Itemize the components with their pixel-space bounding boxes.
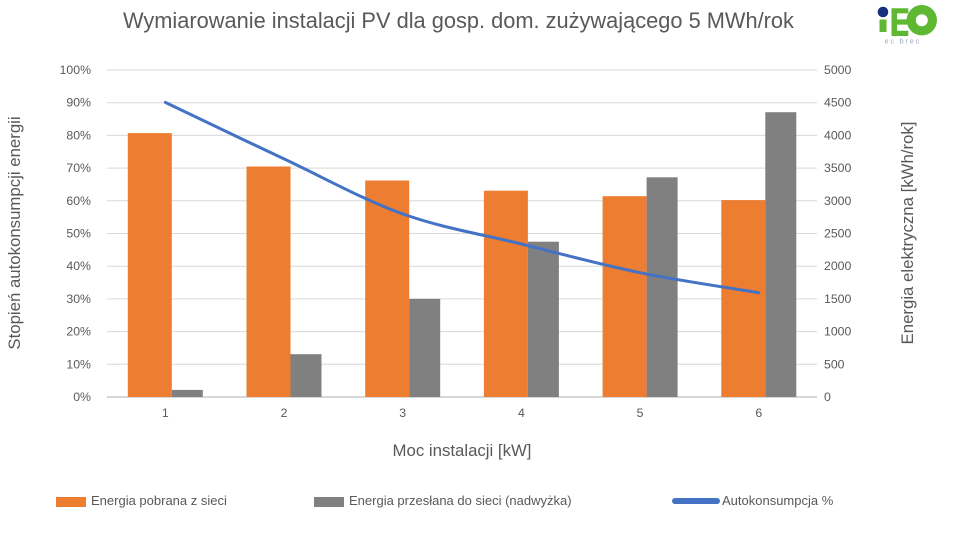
svg-text:Moc instalacji [kW]: Moc instalacji [kW] [393,441,532,460]
svg-text:Energia pobrana z sieci: Energia pobrana z sieci [91,493,227,508]
svg-text:4500: 4500 [824,96,852,110]
svg-text:4000: 4000 [824,128,852,142]
svg-text:60%: 60% [66,194,91,208]
svg-text:Stopień autokonsumpcji energii: Stopień autokonsumpcji energii [5,116,24,349]
svg-text:50%: 50% [66,227,91,241]
svg-text:40%: 40% [66,259,91,273]
svg-text:4: 4 [518,406,525,420]
svg-text:Wymiarowanie instalacji PV dla: Wymiarowanie instalacji PV dla gosp. dom… [123,8,794,33]
svg-text:3000: 3000 [824,194,852,208]
svg-text:1500: 1500 [824,292,852,306]
svg-text:2000: 2000 [824,259,852,273]
svg-text:5000: 5000 [824,63,852,77]
svg-text:6: 6 [755,406,762,420]
svg-text:0: 0 [824,390,831,404]
svg-text:30%: 30% [66,292,91,306]
svg-text:Energia elektryczna [kWh/rok]: Energia elektryczna [kWh/rok] [898,122,917,345]
svg-text:500: 500 [824,357,845,371]
svg-text:5: 5 [637,406,644,420]
svg-text:ec brec: ec brec [885,37,922,46]
svg-text:1000: 1000 [824,325,852,339]
svg-text:3500: 3500 [824,161,852,175]
svg-text:2: 2 [281,406,288,420]
svg-text:70%: 70% [66,161,91,175]
svg-text:80%: 80% [66,128,91,142]
svg-text:2500: 2500 [824,227,852,241]
svg-text:1: 1 [162,406,169,420]
svg-text:90%: 90% [66,96,91,110]
svg-text:Energia przesłana do sieci (na: Energia przesłana do sieci (nadwyżka) [349,493,572,508]
svg-text:100%: 100% [60,63,92,77]
svg-text:0%: 0% [73,390,91,404]
svg-text:10%: 10% [66,357,91,371]
svg-text:20%: 20% [66,325,91,339]
svg-text:Autokonsumpcja %: Autokonsumpcja % [722,493,834,508]
svg-text:3: 3 [399,406,406,420]
